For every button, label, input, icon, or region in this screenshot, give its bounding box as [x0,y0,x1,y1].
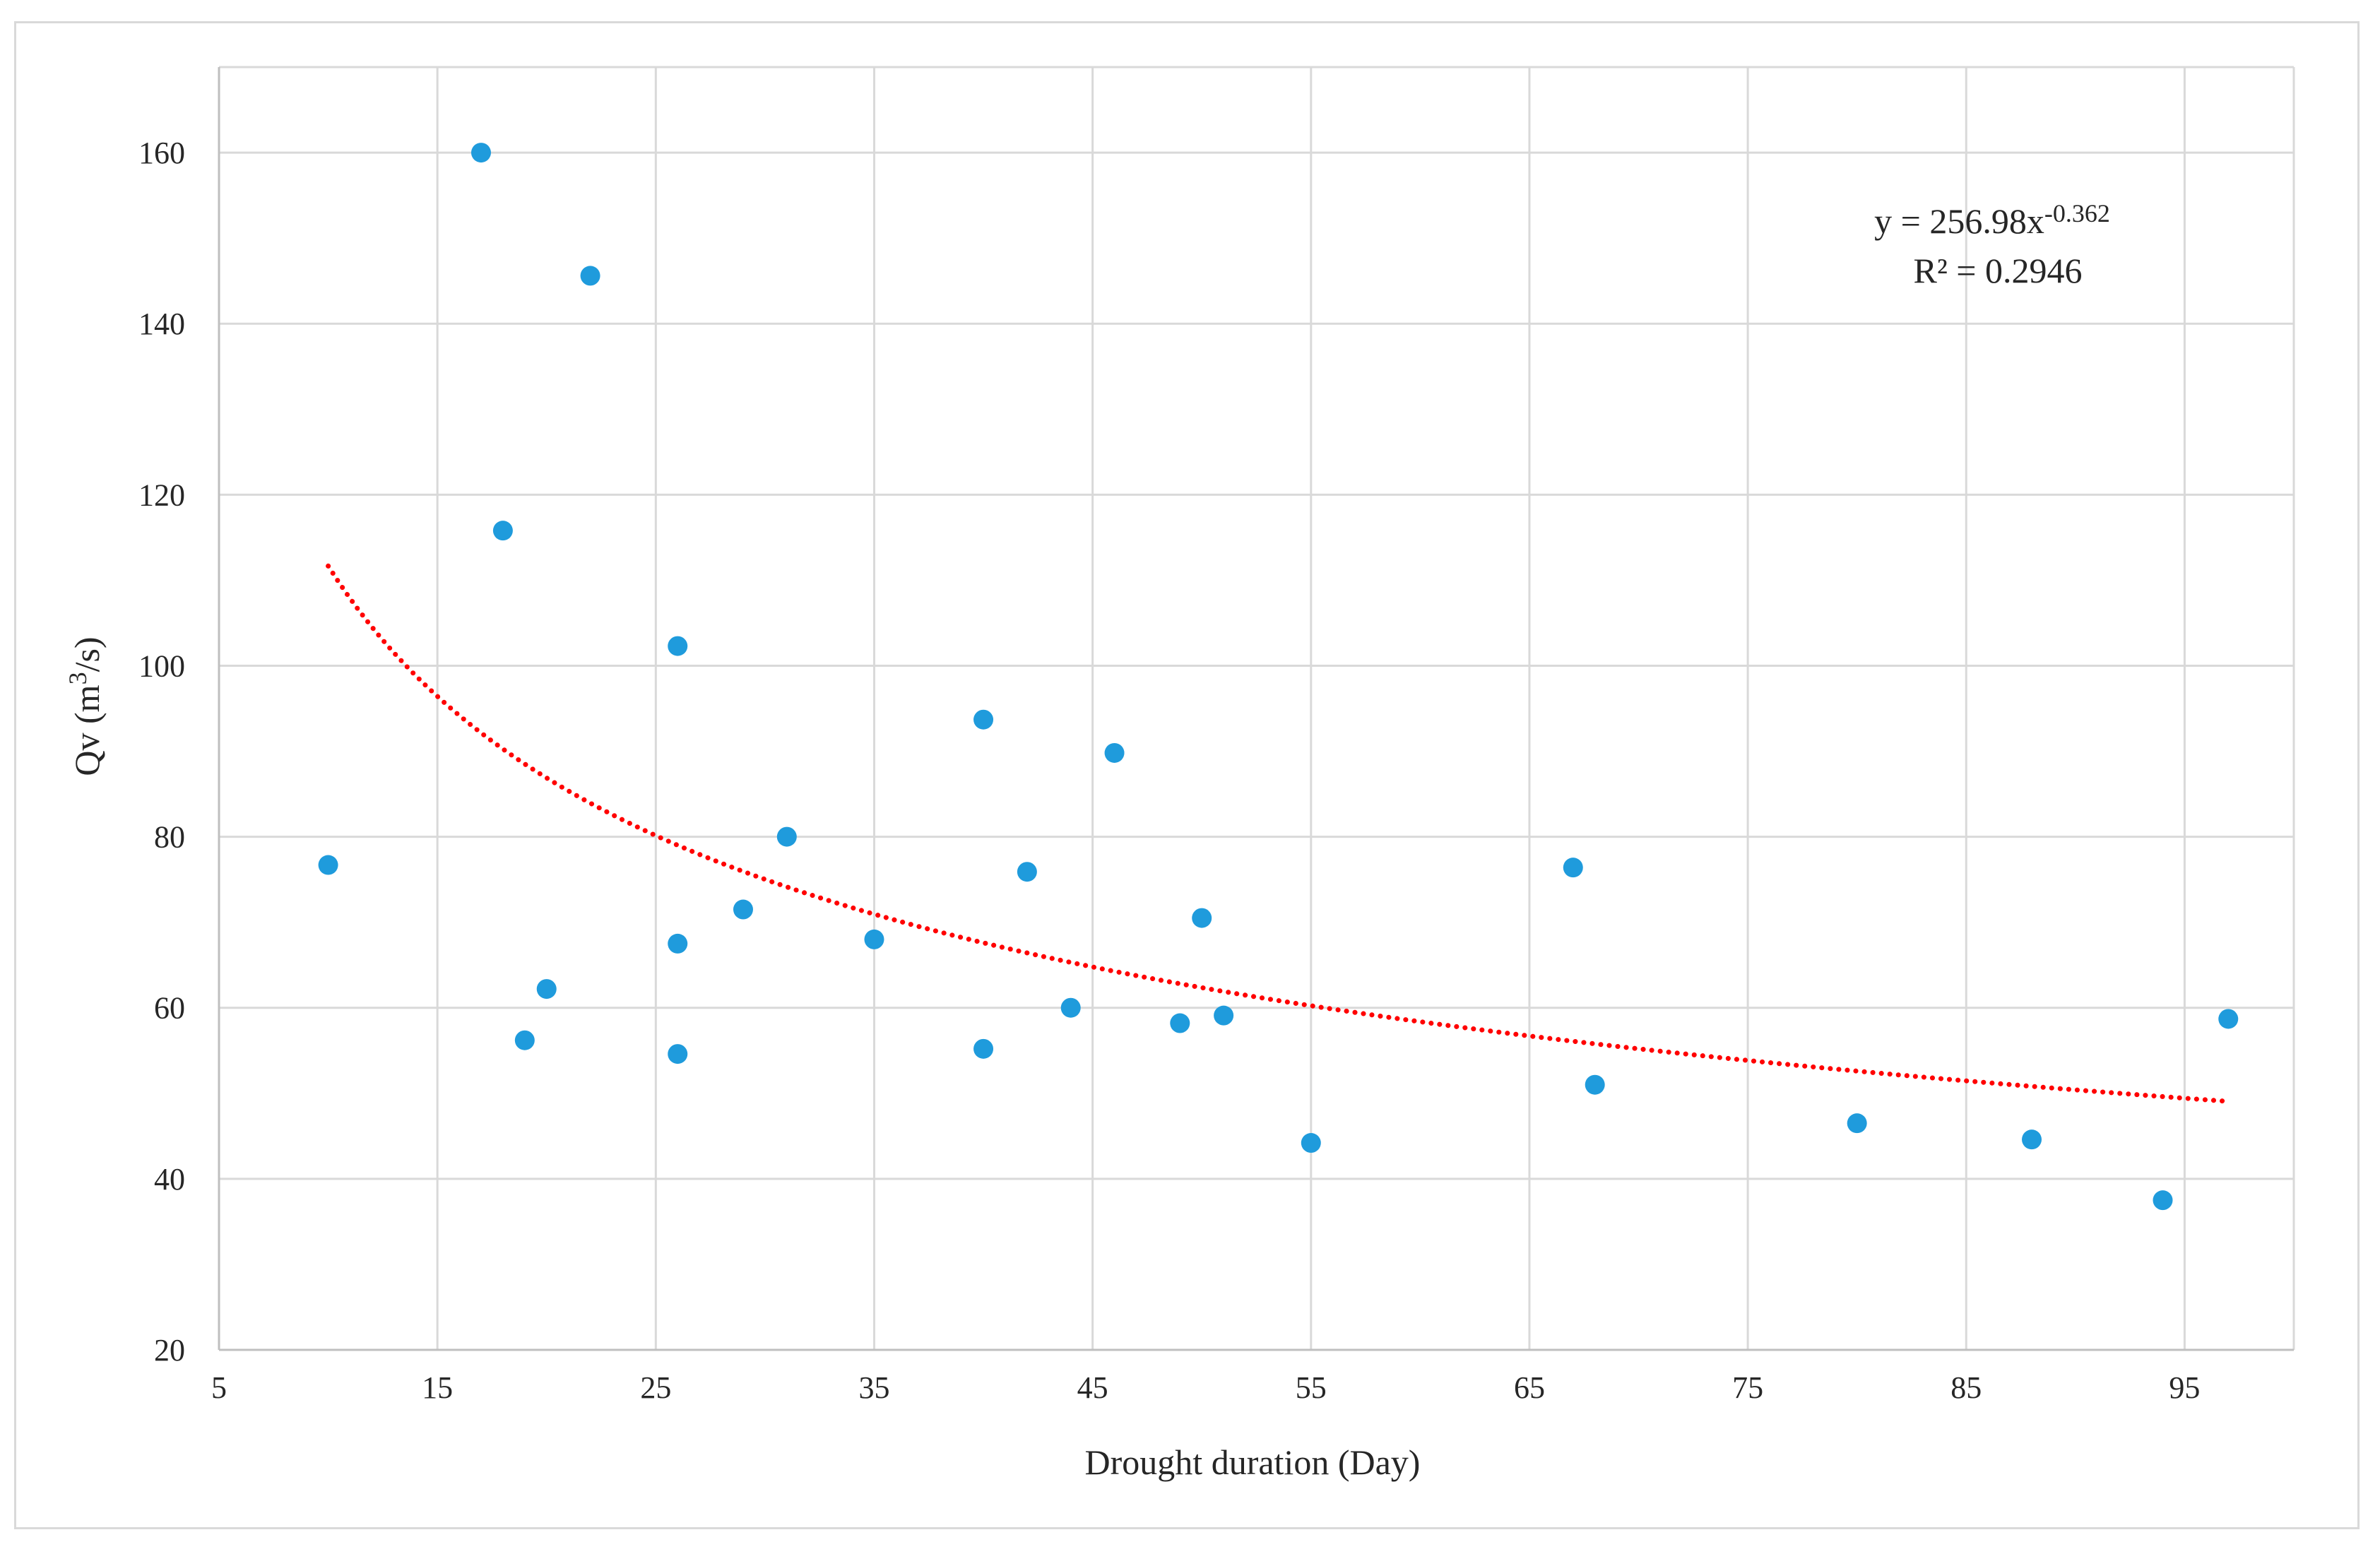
x-tick-label: 35 [858,1370,889,1405]
data-point [973,710,993,730]
data-point [668,636,687,656]
data-point [1017,862,1037,882]
data-point [1105,743,1125,763]
data-point [471,143,491,162]
data-point [1585,1075,1605,1095]
y-axis-title-sup: 3 [64,672,92,684]
x-tick-label: 85 [1950,1370,1982,1405]
y-tick-label: 160 [138,136,185,170]
y-tick-label: 140 [138,307,185,341]
data-point [1192,908,1212,928]
data-point [515,1031,535,1050]
equation-exponent: -0.362 [2044,199,2110,227]
data-points [319,143,2239,1210]
y-axis-title-prefix: Qv (m [67,684,107,776]
x-tick-label: 75 [1732,1370,1763,1405]
x-tick-label: 65 [1514,1370,1545,1405]
y-tick-label: 40 [154,1162,185,1197]
data-point [1563,858,1583,877]
data-point [319,855,338,875]
y-tick-label: 80 [154,820,185,855]
data-point [973,1039,993,1059]
equation-base: y = 256.98x [1874,201,2044,241]
data-point [668,1044,687,1064]
x-tick-label: 25 [640,1370,671,1405]
trendline [328,566,2229,1101]
x-tick-label: 95 [2169,1370,2200,1405]
r-squared-label: R² = 0.2946 [1913,251,2082,290]
y-tick-label: 60 [154,991,185,1026]
data-point [2218,1009,2238,1028]
data-point [581,266,600,285]
data-point [668,934,687,954]
trendline-equation: y = 256.98x-0.362 [1874,199,2110,241]
x-axis-title: Drought duration (Day) [1085,1442,1421,1482]
scatter-chart: 5 15 25 35 45 55 65 75 85 9520406080100120140160 … [0,0,2380,1554]
x-tick-label: 45 [1077,1370,1108,1405]
x-tick-label: 5 [211,1370,227,1405]
x-tick-label: 15 [422,1370,453,1405]
data-point [493,521,513,540]
data-point [864,930,884,949]
data-point [1847,1113,1867,1133]
data-point [777,827,797,847]
x-tick-label: 55 [1296,1370,1327,1405]
data-point [2022,1129,2042,1149]
data-point [537,979,557,999]
y-tick-label: 100 [138,648,185,683]
data-point [1301,1133,1321,1153]
data-point [1061,998,1081,1018]
y-tick-label: 120 [138,478,185,512]
data-point [1214,1006,1233,1026]
data-point [1170,1014,1190,1033]
y-axis-title: Qv (m3/s) [64,636,107,776]
y-axis-title-suffix: /s) [67,636,107,672]
data-point [733,900,753,920]
tick-labels: 5 15 25 35 45 55 65 75 85 95 20 40 60 80 100 120 140 160 [138,136,2200,1405]
y-tick-label: 20 [154,1333,185,1368]
data-point [2153,1190,2173,1210]
